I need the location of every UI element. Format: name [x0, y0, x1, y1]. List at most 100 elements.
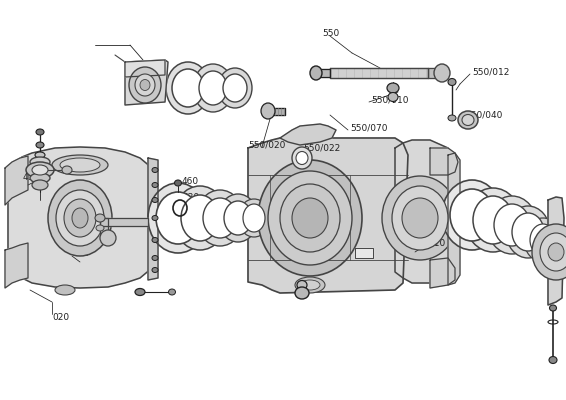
Ellipse shape — [30, 173, 50, 183]
Ellipse shape — [72, 208, 88, 228]
Ellipse shape — [52, 155, 108, 175]
Polygon shape — [280, 124, 336, 145]
Polygon shape — [125, 60, 165, 77]
Polygon shape — [548, 197, 564, 305]
Polygon shape — [100, 218, 108, 238]
Ellipse shape — [448, 78, 456, 86]
Ellipse shape — [540, 233, 566, 271]
Polygon shape — [448, 153, 460, 285]
Ellipse shape — [129, 67, 161, 103]
Text: 460: 460 — [182, 178, 199, 186]
Ellipse shape — [152, 198, 158, 202]
Ellipse shape — [135, 288, 145, 296]
Polygon shape — [395, 140, 460, 283]
Ellipse shape — [550, 305, 556, 311]
Text: 550/020: 550/020 — [248, 140, 285, 150]
Ellipse shape — [60, 158, 100, 172]
Ellipse shape — [458, 111, 478, 129]
Ellipse shape — [530, 224, 556, 256]
Ellipse shape — [152, 182, 158, 188]
Ellipse shape — [166, 62, 210, 114]
Ellipse shape — [280, 184, 340, 252]
Ellipse shape — [387, 83, 399, 93]
Ellipse shape — [524, 218, 562, 262]
Polygon shape — [318, 69, 330, 77]
Ellipse shape — [296, 152, 308, 164]
Text: 410: 410 — [23, 174, 40, 182]
Ellipse shape — [548, 243, 564, 261]
Polygon shape — [355, 248, 373, 258]
Ellipse shape — [135, 74, 155, 96]
Ellipse shape — [310, 66, 322, 80]
Text: 550: 550 — [322, 28, 339, 38]
Ellipse shape — [292, 198, 328, 238]
Ellipse shape — [300, 280, 320, 290]
Ellipse shape — [224, 201, 252, 235]
Ellipse shape — [140, 80, 150, 90]
Ellipse shape — [261, 103, 275, 119]
Ellipse shape — [549, 356, 557, 364]
Ellipse shape — [473, 196, 513, 244]
Ellipse shape — [64, 199, 96, 237]
Polygon shape — [330, 68, 428, 78]
Ellipse shape — [152, 256, 158, 260]
Text: 300: 300 — [72, 248, 89, 258]
Ellipse shape — [100, 230, 116, 246]
Text: 400: 400 — [95, 214, 112, 222]
Polygon shape — [8, 147, 152, 288]
Text: 020: 020 — [52, 314, 69, 322]
Ellipse shape — [448, 115, 456, 121]
Ellipse shape — [218, 194, 258, 242]
Ellipse shape — [203, 198, 237, 238]
Ellipse shape — [295, 277, 325, 293]
Ellipse shape — [382, 176, 458, 260]
Polygon shape — [148, 158, 158, 280]
Polygon shape — [428, 68, 440, 78]
Ellipse shape — [196, 190, 244, 246]
Ellipse shape — [434, 64, 450, 82]
Ellipse shape — [26, 162, 54, 178]
Ellipse shape — [36, 129, 44, 135]
Ellipse shape — [297, 280, 307, 290]
Ellipse shape — [487, 196, 537, 254]
Ellipse shape — [35, 152, 45, 158]
Ellipse shape — [462, 114, 474, 126]
Ellipse shape — [95, 214, 105, 222]
Ellipse shape — [193, 64, 233, 112]
Polygon shape — [430, 148, 458, 175]
Text: 550/010: 550/010 — [371, 96, 409, 104]
Ellipse shape — [32, 180, 48, 190]
Text: 010: 010 — [428, 238, 445, 248]
Ellipse shape — [402, 198, 438, 238]
Text: 550/012: 550/012 — [472, 68, 509, 76]
Ellipse shape — [174, 180, 182, 186]
Polygon shape — [430, 258, 455, 288]
Ellipse shape — [465, 188, 521, 252]
Ellipse shape — [512, 213, 544, 251]
Ellipse shape — [169, 289, 175, 295]
Ellipse shape — [152, 216, 158, 220]
Ellipse shape — [173, 186, 227, 250]
Ellipse shape — [388, 92, 398, 102]
Ellipse shape — [56, 190, 104, 246]
Polygon shape — [5, 156, 28, 205]
Ellipse shape — [96, 225, 104, 231]
Text: 550/040: 550/040 — [465, 110, 503, 120]
Ellipse shape — [55, 285, 75, 295]
Ellipse shape — [238, 199, 270, 237]
Ellipse shape — [295, 287, 309, 299]
Ellipse shape — [156, 192, 200, 244]
Ellipse shape — [218, 68, 252, 108]
Ellipse shape — [62, 166, 72, 174]
Ellipse shape — [30, 157, 50, 167]
Ellipse shape — [243, 204, 265, 232]
Ellipse shape — [532, 224, 566, 280]
Text: 550/070: 550/070 — [350, 124, 388, 132]
Text: 430: 430 — [183, 194, 200, 202]
Ellipse shape — [258, 160, 362, 276]
Ellipse shape — [223, 74, 247, 102]
Ellipse shape — [48, 180, 112, 256]
Ellipse shape — [199, 71, 227, 105]
Polygon shape — [248, 138, 408, 293]
Text: 550/022: 550/022 — [303, 144, 340, 152]
